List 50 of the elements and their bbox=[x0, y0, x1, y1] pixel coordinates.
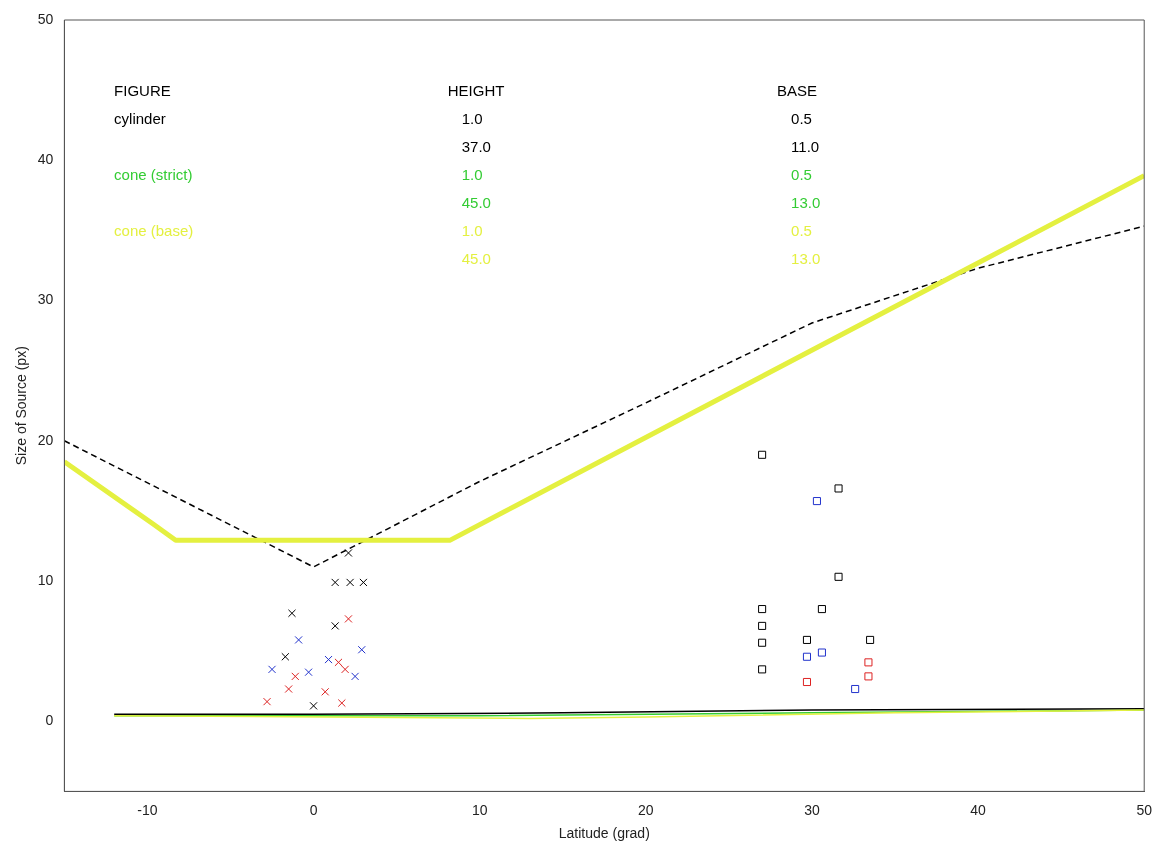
point bbox=[802, 677, 812, 687]
point bbox=[817, 648, 826, 657]
point bbox=[758, 665, 767, 674]
point bbox=[834, 572, 843, 581]
annotation: BASE bbox=[777, 82, 818, 100]
annotation: 13.0 bbox=[791, 194, 821, 212]
annotation: 11.0 bbox=[791, 138, 820, 156]
annotation: 0.5 bbox=[791, 166, 812, 184]
annotation: 45.0 bbox=[461, 250, 491, 268]
annotation: 45.0 bbox=[461, 194, 491, 212]
annotation: 1.0 bbox=[461, 222, 483, 240]
x-tick-label: 0 bbox=[309, 801, 318, 818]
point bbox=[812, 497, 821, 506]
annotation: cone (strict) bbox=[114, 166, 193, 184]
y-tick-label: 10 bbox=[37, 571, 54, 588]
annotation: 1.0 bbox=[461, 166, 483, 184]
y-tick-label: 40 bbox=[37, 151, 54, 168]
x-tick-label: 30 bbox=[804, 801, 820, 818]
annotation: 0.5 bbox=[791, 222, 812, 240]
x-tick-label: -10 bbox=[137, 801, 158, 818]
x-tick-label: 50 bbox=[1136, 801, 1153, 818]
y-axis-title: Size of Source (px) bbox=[13, 346, 30, 466]
annotation: 37.0 bbox=[461, 138, 491, 156]
annotation: FIGURE bbox=[114, 82, 171, 100]
point bbox=[864, 672, 873, 681]
y-tick-label: 30 bbox=[37, 291, 54, 308]
point bbox=[758, 605, 767, 614]
annotation: HEIGHT bbox=[447, 82, 505, 100]
annotation: 1.0 bbox=[461, 110, 483, 128]
annotation: cylinder bbox=[114, 110, 166, 128]
annotation: 13.0 bbox=[791, 250, 821, 268]
point bbox=[758, 450, 767, 459]
point bbox=[758, 621, 767, 630]
point bbox=[851, 684, 860, 694]
y-tick-label: 20 bbox=[37, 431, 54, 448]
point bbox=[834, 484, 843, 493]
x-tick-label: 10 bbox=[471, 801, 488, 818]
x-tick-label: 20 bbox=[638, 801, 654, 818]
y-tick-label: 50 bbox=[37, 10, 54, 27]
point bbox=[758, 638, 767, 647]
x-axis-title: Latitude (grad) bbox=[558, 825, 650, 842]
annotation: cone (base) bbox=[114, 222, 194, 240]
y-tick-label: 0 bbox=[45, 712, 54, 729]
annotation: 0.5 bbox=[791, 110, 812, 128]
point bbox=[866, 635, 875, 644]
point bbox=[817, 605, 826, 614]
point bbox=[802, 635, 812, 644]
x-tick-label: 40 bbox=[970, 801, 987, 818]
point bbox=[864, 658, 873, 667]
point bbox=[802, 652, 812, 661]
